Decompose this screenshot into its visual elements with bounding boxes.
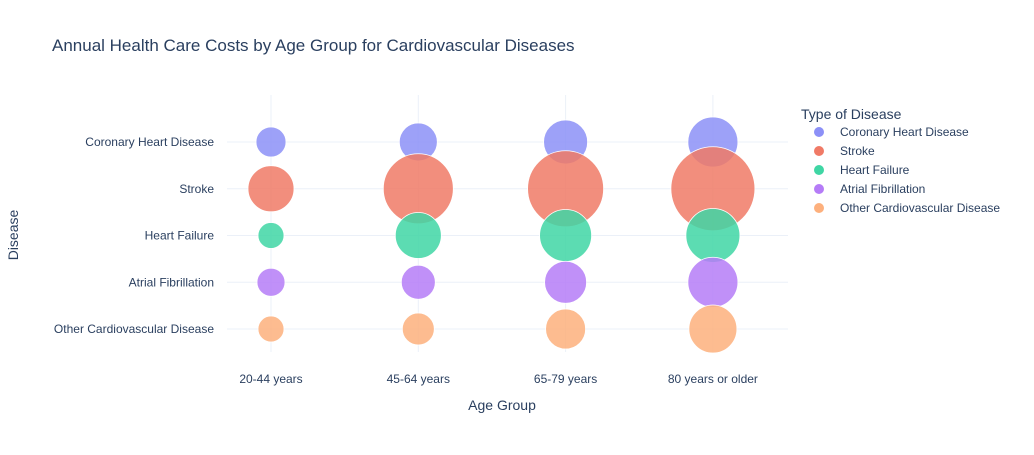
y-tick-label: Heart Failure	[145, 229, 215, 243]
bubble-heart-failure[interactable]	[539, 209, 592, 262]
x-tick-label: 80 years or older	[668, 372, 758, 386]
y-tick-label: Stroke	[179, 182, 214, 196]
legend-marker[interactable]	[814, 203, 824, 213]
legend-label[interactable]: Heart Failure	[840, 163, 910, 177]
chart-title: Annual Health Care Costs by Age Group fo…	[52, 36, 575, 55]
legend-label[interactable]: Coronary Heart Disease	[840, 125, 969, 139]
bubble-atrial-fibrillation[interactable]	[544, 260, 587, 304]
x-tick-label: 65-79 years	[534, 372, 597, 386]
bubble-atrial-fibrillation[interactable]	[256, 267, 286, 297]
x-axis-label: Age Group	[468, 397, 536, 413]
bubble-heart-failure[interactable]	[685, 208, 741, 263]
bubble-heart-failure[interactable]	[257, 222, 285, 249]
bubble-atrial-fibrillation[interactable]	[400, 264, 436, 300]
bubble-stroke[interactable]	[247, 165, 295, 213]
legend-items: Coronary Heart Disease Stroke Heart Failur…	[814, 125, 1000, 215]
y-tick-label: Atrial Fibrillation	[129, 275, 214, 289]
x-tick-label: 20-44 years	[239, 372, 302, 386]
y-axis-label: Disease	[5, 210, 21, 261]
x-tick-labels: 20-44 years 45-64 years 65-79 years 80 year…	[239, 372, 758, 386]
legend-marker[interactable]	[814, 165, 824, 175]
legend: Type of Disease Coronary Heart Disease St…	[801, 106, 1000, 215]
bubble-other-cardiovascular-disease[interactable]	[545, 308, 586, 350]
bubbles-layer	[247, 116, 756, 354]
bubble-other-cardiovascular-disease[interactable]	[257, 315, 285, 343]
legend-marker[interactable]	[814, 146, 824, 156]
legend-marker[interactable]	[814, 184, 824, 194]
legend-label[interactable]: Stroke	[840, 144, 875, 158]
y-tick-label: Other Cardiovascular Disease	[54, 322, 214, 336]
y-tick-labels: Coronary Heart Disease Stroke Heart Failur…	[54, 135, 214, 336]
x-tick-label: 45-64 years	[387, 372, 450, 386]
legend-title: Type of Disease	[801, 106, 902, 122]
bubble-other-cardiovascular-disease[interactable]	[401, 312, 435, 346]
bubble-heart-failure[interactable]	[394, 212, 442, 259]
bubble-other-cardiovascular-disease[interactable]	[688, 304, 738, 354]
bubble-atrial-fibrillation[interactable]	[687, 256, 739, 308]
legend-label[interactable]: Atrial Fibrillation	[840, 182, 925, 196]
y-tick-label: Coronary Heart Disease	[85, 135, 214, 149]
bubble-coronary-heart-disease[interactable]	[255, 126, 287, 158]
legend-marker[interactable]	[814, 127, 824, 137]
legend-label[interactable]: Other Cardiovascular Disease	[840, 201, 1000, 215]
